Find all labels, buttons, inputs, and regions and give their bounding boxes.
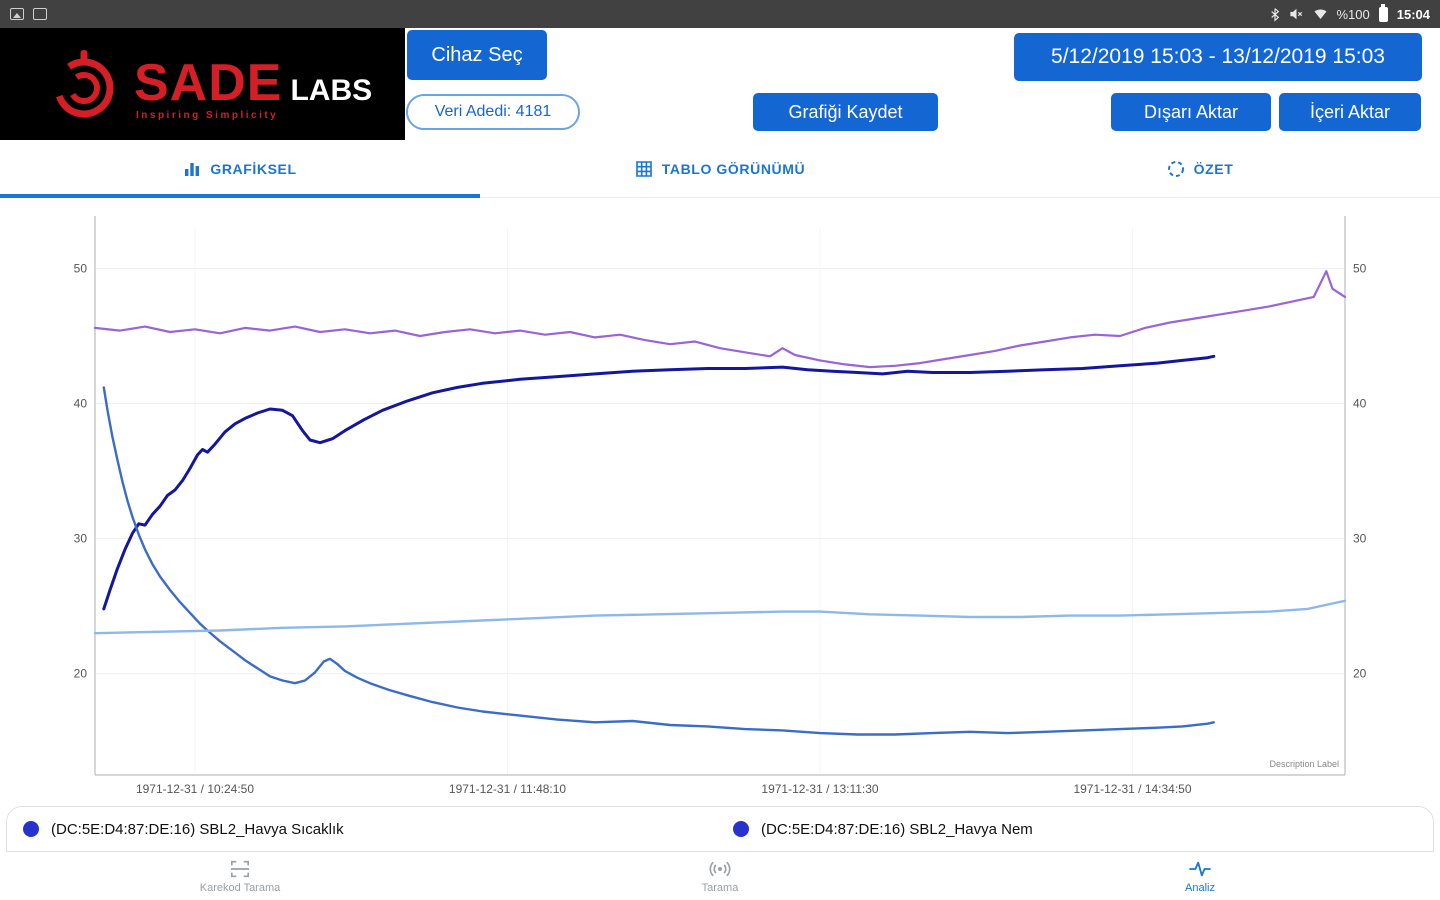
legend-label-sicaklik: (DC:5E:D4:87:DE:16) SBL2_Havya Sıcaklık — [51, 820, 344, 838]
data-count-badge: Veri Adedi: 4181 — [406, 94, 580, 130]
svg-text:50: 50 — [1353, 262, 1367, 276]
legend-dot-icon — [23, 821, 39, 837]
nav-tarama[interactable]: Tarama — [480, 852, 960, 900]
bar-chart-icon — [185, 162, 200, 176]
logo-sade: SADE — [134, 54, 283, 112]
wifi-icon — [1314, 9, 1326, 19]
save-graph-button[interactable]: Grafiği Kaydet — [753, 93, 938, 131]
legend-item-sicaklik[interactable]: (DC:5E:D4:87:DE:16) SBL2_Havya Sıcaklık — [23, 821, 733, 838]
nav-karekod-tarama[interactable]: Karekod Tarama — [0, 852, 480, 900]
svg-text:40: 40 — [1353, 397, 1367, 411]
screenshot-notification-icon — [10, 8, 24, 20]
battery-icon — [1378, 3, 1388, 22]
status-bar: %100 15:04 — [0, 0, 1440, 28]
svg-text:1971-12-31 / 14:34:50: 1971-12-31 / 14:34:50 — [1073, 782, 1191, 796]
status-right-icons: %100 15:04 — [1270, 3, 1430, 22]
svg-text:1971-12-31 / 10:24:50: 1971-12-31 / 10:24:50 — [136, 782, 254, 796]
tab-ozet[interactable]: ÖZET — [960, 140, 1440, 197]
sade-logo-icon — [54, 50, 114, 118]
logo-tagline: Inspiring Simplicity — [136, 110, 279, 121]
nav-karekod-label: Karekod Tarama — [199, 881, 281, 894]
line-chart[interactable]: 20 20 30 30 40 40 50 50 1971-12-31 / 10:24:50 197… — [0, 198, 1440, 800]
import-button[interactable]: İçeri Aktar — [1279, 93, 1421, 131]
table-grid-icon — [635, 160, 652, 177]
tab-ozet-label: ÖZET — [1193, 160, 1234, 177]
svg-text:40: 40 — [74, 397, 88, 411]
logo: SADE LABS Inspiring Simplicity — [0, 28, 405, 140]
qr-scan-icon — [230, 860, 250, 877]
legend-card: (DC:5E:D4:87:DE:16) SBL2_Havya Sıcaklık … — [6, 806, 1434, 852]
bottom-nav: Karekod Tarama Tarama Analiz — [0, 852, 1440, 900]
select-device-button[interactable]: Cihaz Seç — [407, 30, 547, 80]
tab-grafiksel-label: GRAFİKSEL — [210, 160, 297, 177]
nav-tarama-label: Tarama — [701, 881, 739, 894]
nav-analiz-label: Analiz — [1185, 881, 1215, 894]
status-left-icons — [10, 8, 47, 20]
date-range-button[interactable]: 5/12/2019 15:03 - 13/12/2019 15:03 — [1014, 33, 1422, 81]
svg-text:1971-12-31 / 13:11:30: 1971-12-31 / 13:11:30 — [761, 782, 879, 796]
nav-analiz[interactable]: Analiz — [960, 852, 1440, 900]
tab-bar: GRAFİKSEL TABLO GÖRÜNÜMÜ ÖZET — [0, 140, 1440, 198]
svg-text:Description Label: Description Label — [1269, 759, 1339, 769]
header: SADE LABS Inspiring Simplicity Cihaz Seç… — [0, 28, 1440, 140]
svg-text:30: 30 — [74, 532, 88, 546]
pulse-analysis-icon — [1189, 861, 1211, 876]
chart-area: 20 20 30 30 40 40 50 50 1971-12-31 / 10:24:50 197… — [0, 198, 1440, 800]
image-notification-icon — [33, 8, 47, 20]
svg-text:1971-12-31 / 11:48:10: 1971-12-31 / 11:48:10 — [449, 782, 567, 796]
legend-item-nem[interactable]: (DC:5E:D4:87:DE:16) SBL2_Havya Nem — [733, 821, 1033, 838]
legend-dot-icon — [733, 821, 749, 837]
logo-text: SADE LABS Inspiring Simplicity — [134, 54, 373, 121]
tab-tablo-label: TABLO GÖRÜNÜMÜ — [661, 160, 806, 177]
clock-text: 15:04 — [1396, 6, 1430, 22]
svg-text:20: 20 — [74, 667, 88, 681]
bluetooth-icon — [1270, 7, 1279, 22]
volume-mute-icon — [1289, 8, 1302, 20]
active-tab-indicator — [0, 194, 480, 198]
radar-scan-icon — [709, 861, 731, 876]
svg-text:20: 20 — [1353, 667, 1367, 681]
svg-text:50: 50 — [74, 262, 88, 276]
summary-circle-icon — [1167, 160, 1184, 177]
legend-label-nem: (DC:5E:D4:87:DE:16) SBL2_Havya Nem — [761, 820, 1033, 838]
tab-grafiksel[interactable]: GRAFİKSEL — [0, 140, 480, 197]
export-button[interactable]: Dışarı Aktar — [1111, 93, 1271, 131]
svg-text:30: 30 — [1353, 532, 1367, 546]
logo-labs: LABS — [290, 74, 373, 107]
battery-percent: %100 — [1336, 6, 1370, 22]
tab-tablo-gorunumu[interactable]: TABLO GÖRÜNÜMÜ — [480, 140, 960, 197]
